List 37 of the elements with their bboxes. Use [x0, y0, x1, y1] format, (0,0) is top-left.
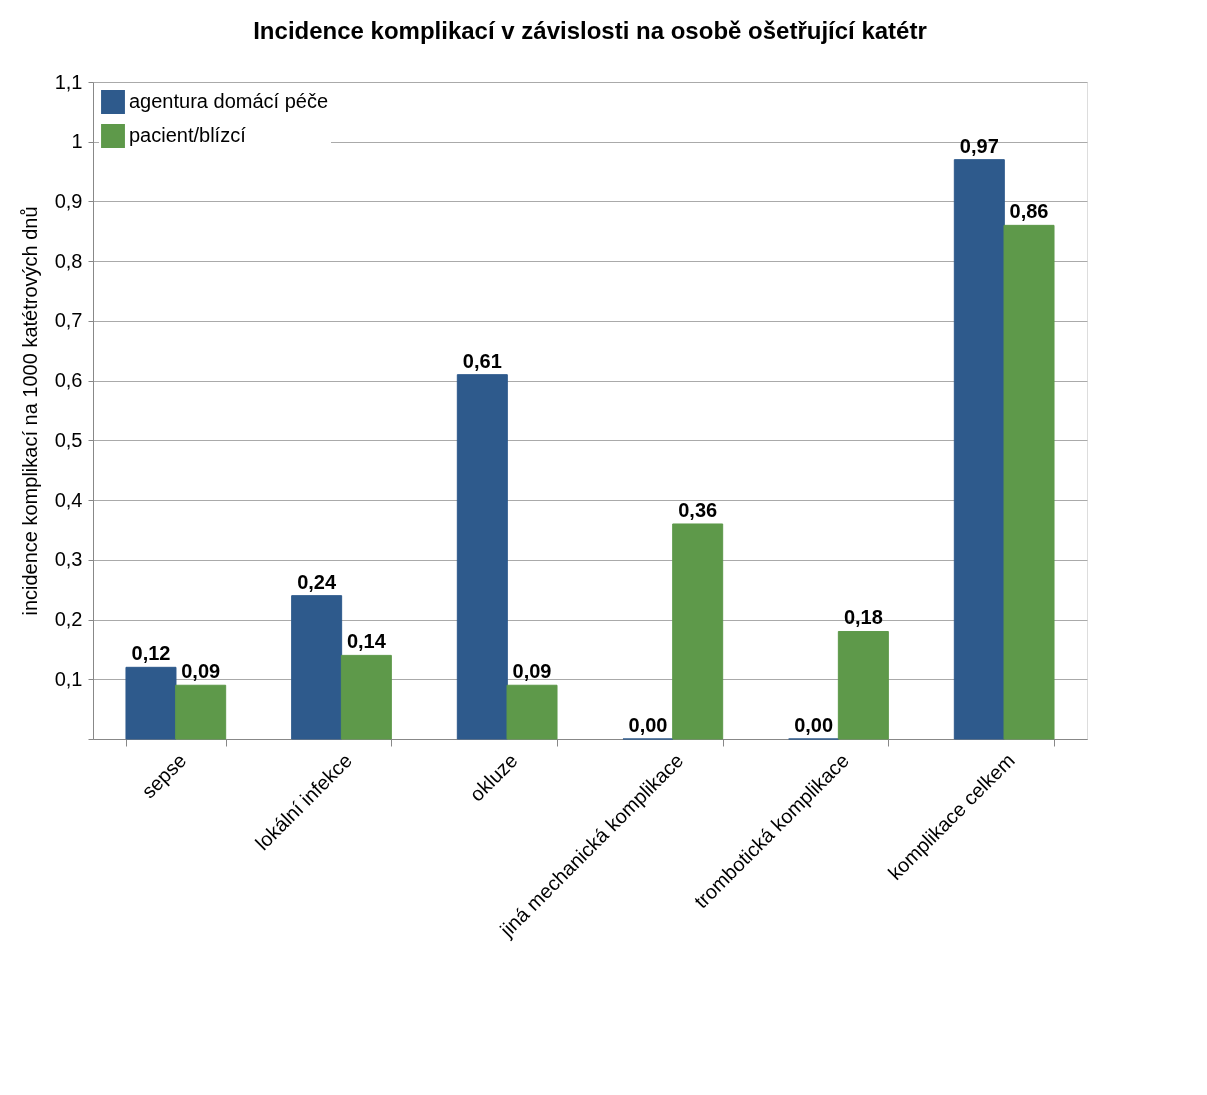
- y-tick-label: 0,3: [54, 548, 83, 571]
- legend-label: pacient/blízcí: [129, 124, 247, 146]
- data-label: 0,61: [462, 349, 502, 372]
- y-tick-label: 0,4: [54, 488, 83, 511]
- data-label: 0,00: [794, 714, 834, 736]
- chart-title: Incidence komplikací v závislosti na osobě ošetřující katétr: [253, 17, 927, 44]
- bar: [125, 666, 177, 740]
- data-label: 0,00: [628, 714, 668, 736]
- y-tick-label: 1: [71, 130, 83, 153]
- data-label: 0,36: [678, 498, 718, 521]
- data-label: 0,14: [346, 630, 387, 653]
- legend-label: agentura domácí péče: [129, 90, 329, 112]
- data-label: 0,18: [843, 606, 883, 629]
- y-tick-label: 0,7: [54, 309, 83, 332]
- bar: [175, 684, 227, 740]
- y-tick-label: 0,5: [54, 428, 83, 451]
- bar: [837, 630, 889, 740]
- data-label: 0,24: [297, 570, 337, 593]
- bar: [672, 523, 724, 740]
- data-label: 0,86: [1009, 200, 1049, 223]
- data-label: 0,12: [131, 642, 171, 665]
- y-tick-label: 0,1: [54, 667, 83, 690]
- bar: [291, 595, 343, 740]
- bar: [506, 684, 558, 740]
- data-label: 0,97: [959, 134, 999, 157]
- y-tick-label: 0,2: [54, 608, 83, 631]
- bar: [1003, 224, 1055, 740]
- y-tick-label: 0,6: [54, 369, 83, 392]
- bar: [953, 159, 1005, 740]
- bar: [456, 374, 508, 740]
- bar: [340, 654, 392, 740]
- y-tick-label: 1,1: [54, 70, 83, 93]
- data-label: 0,09: [181, 660, 221, 683]
- y-axis-title: incidence komplikací na 1000 katétrových dnů: [18, 206, 41, 616]
- y-tick-label: 0,8: [54, 249, 83, 272]
- data-label: 0,09: [512, 660, 552, 683]
- y-tick-label: 0,9: [54, 189, 83, 212]
